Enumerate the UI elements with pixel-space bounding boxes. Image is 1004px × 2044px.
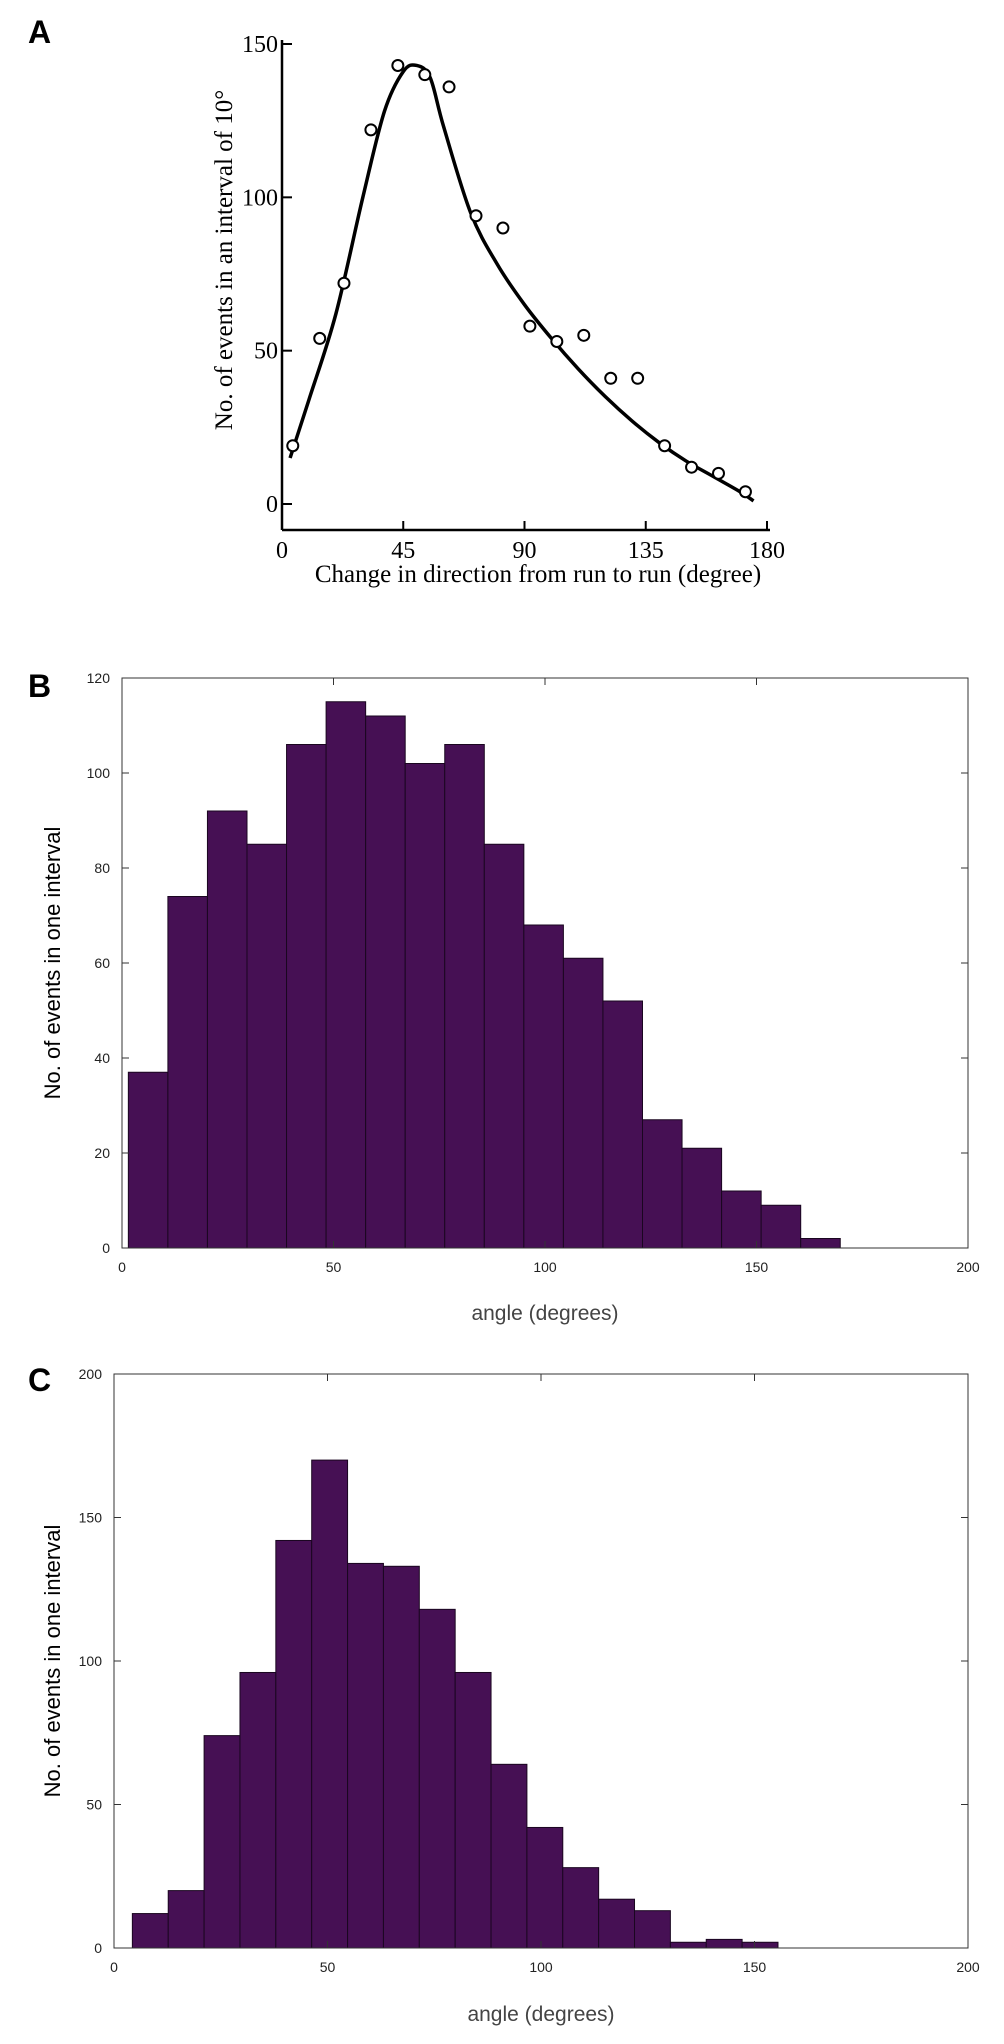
x-tick-label: 100 xyxy=(533,1259,557,1275)
histogram-bar xyxy=(483,843,525,1249)
x-tick-label: 50 xyxy=(326,1259,342,1275)
y-tick-label: 100 xyxy=(242,185,278,211)
histogram-bar xyxy=(741,1941,779,1949)
histogram-bar xyxy=(347,1562,384,1949)
panel-label-b: B xyxy=(28,668,52,704)
x-tick-label: 100 xyxy=(529,1959,553,1975)
data-point xyxy=(631,371,645,385)
y-tick-label: 0 xyxy=(94,1940,102,1956)
x-tick-label: 200 xyxy=(956,1259,980,1275)
data-point xyxy=(658,439,672,453)
x-tick-label: 150 xyxy=(745,1259,769,1275)
histogram-bar xyxy=(365,715,406,1249)
data-point xyxy=(313,331,327,345)
y-tick-label: 50 xyxy=(86,1797,102,1813)
fit-curve xyxy=(288,63,755,503)
histogram-bar xyxy=(454,1671,492,1949)
data-point xyxy=(685,460,699,474)
data-point xyxy=(391,58,405,72)
y-tick-label: 60 xyxy=(94,955,110,971)
x-tick-label: 135 xyxy=(628,538,664,564)
x-tick-label: 90 xyxy=(513,538,537,564)
histogram-bar xyxy=(760,1204,802,1249)
data-point xyxy=(286,439,300,453)
histogram-bar xyxy=(681,1147,723,1249)
histogram-bar xyxy=(286,744,327,1249)
histogram-bar xyxy=(523,924,564,1249)
histogram-bar xyxy=(526,1826,564,1949)
histogram-bar xyxy=(562,957,604,1249)
histogram-bar xyxy=(602,1000,644,1249)
histogram-bar xyxy=(167,1890,205,1949)
histogram-bar xyxy=(239,1671,277,1949)
histogram-bar xyxy=(634,1910,671,1949)
histogram-bar xyxy=(800,1238,841,1249)
chart-b: 0 20 40 60 80 100 120 0 50 100 150 200 angle (degree… xyxy=(40,670,980,1325)
y-axis-label: No. of events in one interval xyxy=(40,827,65,1100)
x-tick-label: 180 xyxy=(749,538,785,564)
data-point xyxy=(469,209,483,223)
y-tick-label: 100 xyxy=(87,765,111,781)
x-tick-label: 45 xyxy=(391,538,415,564)
chart-c: 0 50 100 150 200 0 50 100 150 200 angle (degrees) N… xyxy=(40,1366,980,2026)
x-tick-label: 0 xyxy=(110,1959,118,1975)
histogram-bar xyxy=(490,1763,528,1949)
histogram-bar xyxy=(275,1539,313,1949)
data-point xyxy=(496,221,510,235)
histogram-bar xyxy=(721,1190,762,1249)
histogram-bar xyxy=(705,1938,743,1949)
data-point xyxy=(523,319,537,333)
y-tick-label: 80 xyxy=(94,860,110,876)
data-point xyxy=(604,371,618,385)
y-axis-label: No. of events in one interval xyxy=(40,1525,65,1798)
x-tick-label: 0 xyxy=(276,538,288,564)
y-tick-label: 150 xyxy=(242,32,278,58)
data-point xyxy=(712,466,725,480)
x-axis-label: Change in direction from run to run (deg… xyxy=(315,561,761,588)
histogram-bar xyxy=(404,763,446,1249)
histogram-bar xyxy=(127,1071,169,1249)
x-tick-label: 0 xyxy=(118,1259,126,1275)
y-tick-label: 150 xyxy=(79,1510,103,1526)
histogram-bar xyxy=(598,1898,636,1949)
y-tick-label: 100 xyxy=(79,1653,103,1669)
data-point xyxy=(364,123,378,137)
histogram-bar xyxy=(382,1565,420,1949)
x-tick-label: 50 xyxy=(320,1959,336,1975)
histogram-bar xyxy=(206,810,248,1249)
panel-label-c: C xyxy=(28,1362,52,1398)
y-tick-label: 20 xyxy=(94,1145,110,1161)
y-tick-label: 0 xyxy=(102,1240,110,1256)
x-tick-label: 150 xyxy=(743,1959,767,1975)
y-tick-label: 50 xyxy=(254,339,278,365)
histogram-bar xyxy=(246,843,288,1249)
data-point xyxy=(577,328,591,342)
x-axis-label: angle (degrees) xyxy=(467,2003,614,2026)
histogram-bar xyxy=(562,1867,600,1949)
histogram-bar xyxy=(311,1459,349,1949)
histogram-bar xyxy=(642,1119,683,1249)
histogram-bar xyxy=(669,1941,707,1949)
x-axis-label: angle (degrees) xyxy=(471,1302,618,1325)
histogram-bar xyxy=(418,1608,456,1949)
data-point xyxy=(418,68,432,82)
data-point xyxy=(738,485,752,499)
y-tick-label: 40 xyxy=(94,1050,110,1066)
histogram-bar xyxy=(167,896,208,1249)
panel-label-a: A xyxy=(28,14,52,50)
data-point xyxy=(337,276,351,290)
data-point xyxy=(550,334,564,348)
histogram-bar xyxy=(325,701,367,1249)
histogram-bar xyxy=(444,744,485,1249)
histogram-bar xyxy=(131,1913,169,1949)
x-tick-label: 200 xyxy=(956,1959,980,1975)
histogram-bar xyxy=(203,1735,241,1949)
y-axis-label: No. of events in an interval of 10° xyxy=(211,90,238,430)
y-tick-label: 120 xyxy=(87,670,111,686)
y-tick-label: 200 xyxy=(79,1366,103,1382)
y-tick-label: 0 xyxy=(266,492,278,518)
data-point xyxy=(442,80,456,94)
